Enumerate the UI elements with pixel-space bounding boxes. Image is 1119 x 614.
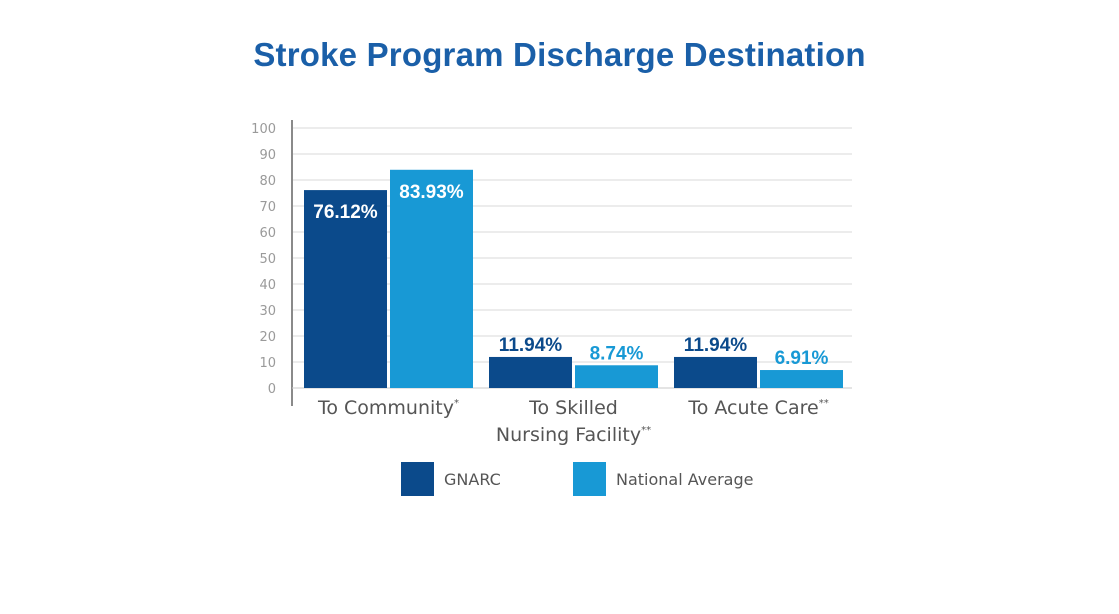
bars [304, 169, 843, 388]
x-category-label: Nursing Facility** [496, 424, 651, 446]
x-category-label: To Skilled [528, 397, 618, 419]
bar [760, 370, 843, 388]
y-tick-label: 60 [259, 226, 276, 241]
data-label: 6.91% [775, 348, 829, 369]
y-tick-label: 50 [259, 252, 276, 267]
x-category-label: To Community* [317, 397, 459, 419]
y-tick-label: 40 [259, 278, 276, 293]
y-tick-label: 30 [259, 304, 276, 319]
y-tick-label: 70 [259, 200, 276, 215]
y-tick-label: 20 [259, 330, 276, 345]
bar [674, 356, 757, 388]
data-label: 76.12% [313, 202, 378, 223]
bar [304, 190, 387, 388]
footnote-mark: * [454, 398, 459, 409]
x-category-text: To Community [317, 397, 454, 419]
y-tick-label: 100 [251, 122, 276, 137]
data-label: 8.74% [590, 343, 644, 364]
chart-title: Stroke Program Discharge Destination [253, 36, 866, 73]
data-label: 11.94% [499, 335, 562, 356]
legend-label: GNARC [444, 470, 501, 489]
y-tick-label: 80 [259, 174, 276, 189]
x-category-text: To Skilled [528, 397, 618, 419]
legend: GNARC National Average [401, 462, 753, 496]
footnote-mark: ** [819, 398, 829, 409]
x-category-label: To Acute Care** [687, 397, 828, 419]
bar [575, 365, 658, 388]
y-tick-label: 10 [259, 356, 276, 371]
x-category-text: To Acute Care [687, 397, 818, 419]
footnote-mark: ** [641, 425, 651, 436]
legend-label: National Average [616, 470, 753, 489]
data-label: 83.93% [399, 182, 464, 203]
data-label: 11.94% [684, 335, 747, 356]
bar [390, 169, 473, 388]
legend-swatch [401, 462, 434, 496]
y-tick-label: 90 [259, 148, 276, 163]
data-labels: 76.12% 11.94% 11.94% 83.93% 8.74% 6.91% [313, 182, 828, 369]
legend-swatch [573, 462, 606, 496]
bar [489, 356, 572, 388]
y-tick-label: 0 [268, 382, 276, 397]
x-category-text: Nursing Facility [496, 424, 641, 446]
